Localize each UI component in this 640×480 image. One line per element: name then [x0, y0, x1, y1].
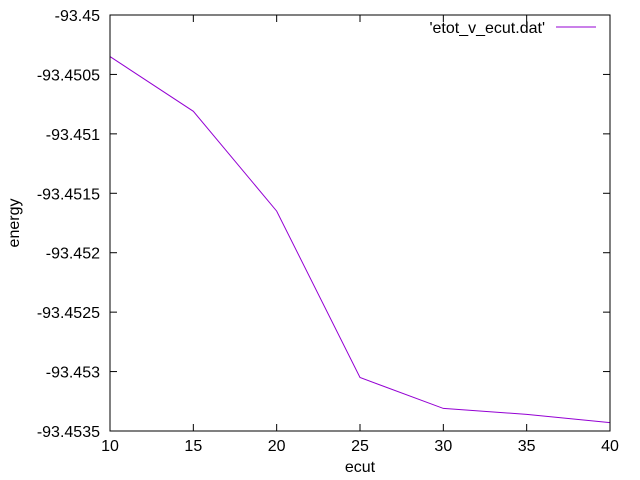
y-tick-label: -93.4505 [37, 67, 100, 84]
x-tick-label: 35 [518, 438, 536, 455]
x-tick-labels: 10 15 20 25 30 35 40 [101, 438, 619, 455]
y-tick-label: -93.4525 [37, 305, 100, 322]
x-tick-label: 10 [101, 438, 119, 455]
y-axis-title: energy [6, 199, 23, 248]
x-tick-label: 30 [434, 438, 452, 455]
y-tick-label: -93.451 [46, 127, 100, 144]
series-layer [109, 56, 611, 424]
y-tick-label: -93.4535 [37, 424, 100, 441]
x-tick-label: 20 [268, 438, 286, 455]
y-tick-label: -93.45 [55, 8, 100, 25]
series-line [109, 56, 611, 424]
legend: 'etot_v_ecut.dat' [429, 20, 596, 37]
x-tick-label: 15 [184, 438, 202, 455]
tick-marks [109, 14, 611, 432]
legend-label: 'etot_v_ecut.dat' [429, 20, 545, 37]
y-tick-label: -93.453 [46, 365, 100, 382]
y-tick-label: -93.4515 [37, 186, 100, 203]
x-axis-title: ecut [345, 459, 376, 476]
y-tick-labels: -93.45 -93.4505 -93.451 -93.4515 -93.452 -93.… [37, 8, 100, 441]
x-tick-label: 40 [601, 438, 619, 455]
plot-frame [109, 14, 611, 432]
x-tick-label: 25 [351, 438, 369, 455]
y-tick-label: -93.452 [46, 246, 100, 263]
